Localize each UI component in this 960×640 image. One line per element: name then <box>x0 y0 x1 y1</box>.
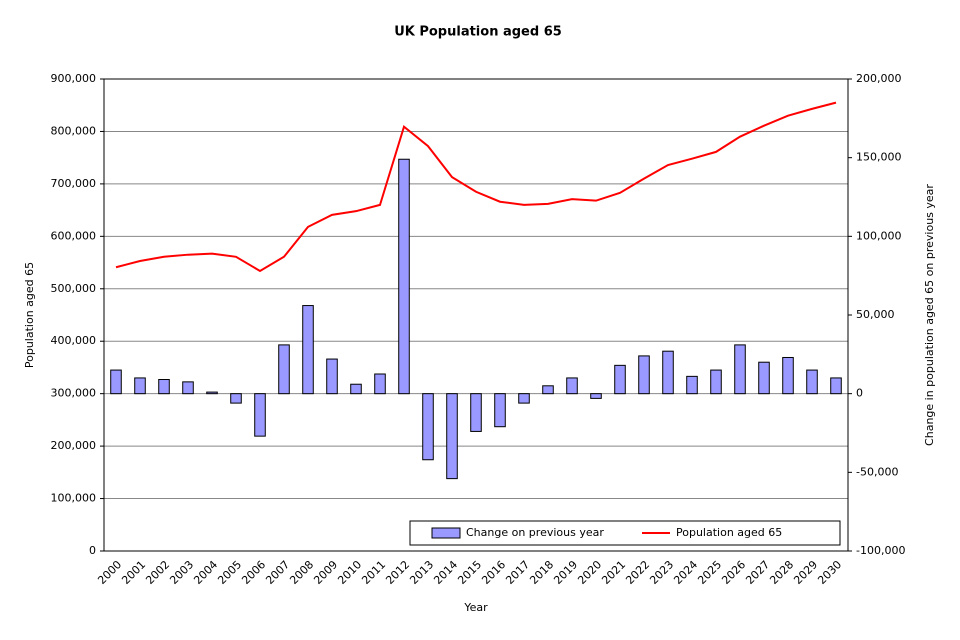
bar <box>254 393 266 437</box>
line <box>115 101 837 273</box>
x-tick-label: 2017 <box>503 558 532 587</box>
bar <box>782 356 794 395</box>
x-tick-label: 2029 <box>791 558 820 587</box>
chart-title: UK Population aged 65 <box>394 25 562 40</box>
bar <box>302 305 314 395</box>
bar <box>758 361 770 395</box>
bar <box>806 369 818 395</box>
x-tick-label: 2004 <box>191 558 220 587</box>
x-tick-label: 2000 <box>95 558 124 587</box>
bar <box>134 377 146 395</box>
bar <box>230 393 242 404</box>
x-tick-label: 2020 <box>575 558 604 587</box>
bar <box>158 379 170 395</box>
bar <box>278 344 290 395</box>
bar <box>182 381 194 395</box>
x-tick-label: 2008 <box>287 558 316 587</box>
x-tick-label: 2011 <box>359 558 388 587</box>
y2-tick-label: -50,000 <box>856 465 898 478</box>
y-tick-label: 700,000 <box>51 177 97 190</box>
x-tick-label: 2028 <box>767 558 796 587</box>
y-tick-label: 0 <box>89 544 96 557</box>
x-tick-label: 2027 <box>743 558 772 587</box>
bar <box>326 358 338 395</box>
y-tick-label: 200,000 <box>51 439 97 452</box>
x-tick-label: 2026 <box>719 558 748 587</box>
legend-label: Change on previous year <box>466 526 604 539</box>
y2-tick-label: 0 <box>856 387 863 400</box>
x-tick-label: 2016 <box>479 558 508 587</box>
bar <box>686 375 698 395</box>
bar <box>374 373 386 395</box>
bar <box>350 383 362 395</box>
legend-label: Population aged 65 <box>676 526 782 539</box>
bar <box>206 391 218 395</box>
y-tick-label: 500,000 <box>51 282 97 295</box>
x-tick-label: 2025 <box>695 558 724 587</box>
x-tick-label: 2001 <box>119 558 148 587</box>
plot-border <box>103 78 849 552</box>
bar <box>470 393 482 432</box>
y-tick-label: 100,000 <box>51 492 97 505</box>
bar <box>638 355 650 395</box>
bar <box>110 369 122 395</box>
x-tick-label: 2015 <box>455 558 484 587</box>
x-axis-label: Year <box>463 601 488 614</box>
bar <box>542 385 554 395</box>
y2-axis-label: Change in population aged 65 on previous… <box>923 184 936 446</box>
y2-tick-label: 200,000 <box>856 72 902 85</box>
bar <box>830 377 842 395</box>
bar <box>662 350 674 395</box>
x-tick-label: 2012 <box>383 558 412 587</box>
legend-box <box>409 520 841 546</box>
x-tick-label: 2018 <box>527 558 556 587</box>
y-tick-label: 900,000 <box>51 72 97 85</box>
x-tick-label: 2030 <box>815 558 844 587</box>
x-tick-label: 2023 <box>647 558 676 587</box>
bar <box>710 369 722 395</box>
y-tick-label: 800,000 <box>51 124 97 137</box>
bar <box>614 364 626 395</box>
x-tick-label: 2021 <box>599 558 628 587</box>
y2-tick-label: 50,000 <box>856 308 895 321</box>
bar <box>494 393 506 428</box>
x-tick-label: 2007 <box>263 558 292 587</box>
bar <box>734 344 746 395</box>
x-tick-label: 2003 <box>167 558 196 587</box>
legend-swatch <box>431 527 461 539</box>
x-tick-label: 2013 <box>407 558 436 587</box>
y2-tick-label: 100,000 <box>856 229 902 242</box>
bar <box>566 377 578 395</box>
bar <box>590 393 602 399</box>
x-tick-label: 2014 <box>431 558 460 587</box>
bar <box>446 393 458 480</box>
x-tick-label: 2022 <box>623 558 652 587</box>
bar <box>518 393 530 404</box>
x-tick-label: 2002 <box>143 558 172 587</box>
x-tick-label: 2009 <box>311 558 340 587</box>
y-axis-label: Population aged 65 <box>23 262 36 368</box>
x-tick-label: 2024 <box>671 558 700 587</box>
y2-tick-label: -100,000 <box>856 544 905 557</box>
x-tick-label: 2005 <box>215 558 244 587</box>
bar <box>422 393 434 461</box>
x-tick-label: 2006 <box>239 558 268 587</box>
x-tick-label: 2019 <box>551 558 580 587</box>
x-tick-label: 2010 <box>335 558 364 587</box>
y-tick-label: 600,000 <box>51 229 97 242</box>
y-tick-label: 400,000 <box>51 334 97 347</box>
y-tick-label: 300,000 <box>51 387 97 400</box>
y2-tick-label: 150,000 <box>856 151 902 164</box>
bar <box>398 158 410 395</box>
